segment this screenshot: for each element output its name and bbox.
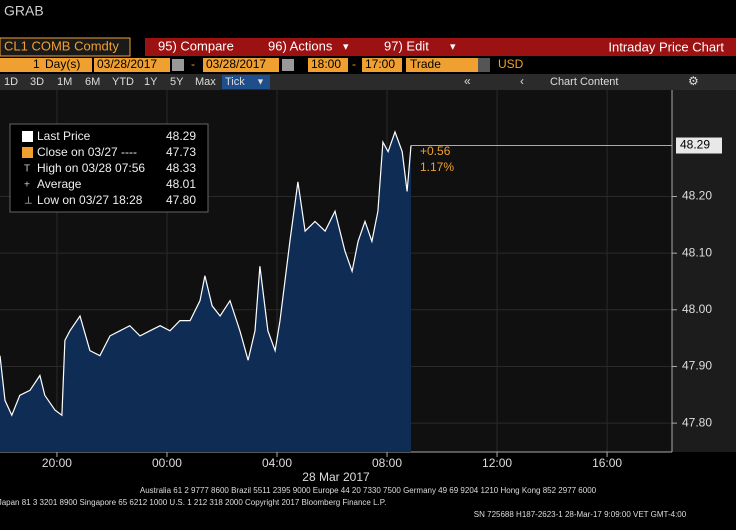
range-button[interactable]: 1D	[4, 76, 18, 88]
end-date[interactable]: 03/28/2017	[206, 57, 266, 71]
legend-box	[9, 123, 209, 213]
footer-line: SN 725688 H187-2623-1 28-Mar-17 9:09:00 …	[474, 510, 687, 519]
footer-line: Australia 61 2 9777 8600 Brazil 5511 239…	[140, 486, 597, 495]
x-tick-label: 08:00	[372, 456, 402, 470]
chart-name: Intraday Price Chart	[608, 39, 724, 54]
chart-content[interactable]: Chart Content	[550, 76, 618, 88]
legend-icon: ⊥	[24, 196, 33, 207]
legend-label: Low on 03/27 18:28	[37, 193, 143, 207]
field[interactable]: Trade	[410, 57, 441, 71]
range-selected[interactable]	[222, 75, 270, 89]
range-button[interactable]: YTD	[112, 76, 134, 88]
legend-value: 48.29	[166, 129, 196, 143]
range-button[interactable]: 1Y	[144, 76, 158, 88]
legend: Last Price 48.29 Close on 03/27 ---- 47.73 T…	[22, 129, 196, 207]
legend-swatch	[22, 131, 33, 142]
ticker[interactable]: CL1 COMB Comdty	[4, 38, 119, 53]
end-date-box[interactable]	[203, 58, 279, 72]
window-title: GRAB	[4, 3, 44, 19]
menu-bar	[145, 38, 736, 56]
footer-line: Japan 81 3 3201 8900 Singapore 65 6212 1…	[0, 498, 386, 507]
range-bar	[0, 74, 736, 90]
legend-value: 47.80	[166, 193, 196, 207]
scroll-left-fast[interactable]: «	[464, 74, 471, 88]
y-tick-label: 48.00	[682, 302, 712, 316]
x-tick-label: 12:00	[482, 456, 512, 470]
legend-label: Last Price	[37, 129, 91, 143]
change-pct: 1.17%	[420, 160, 454, 174]
period-unit[interactable]: Day(s)	[45, 57, 80, 71]
plot: 47.80 47.90 48.00 48.10 48.20 20:00 00:00 04:00…	[0, 90, 722, 470]
legend-value: 48.01	[166, 177, 196, 191]
x-axis-label: 28 Mar 2017	[302, 470, 370, 484]
menu-edit[interactable]: 97) Edit	[384, 38, 429, 53]
legend-label: Average	[37, 177, 82, 191]
legend-label: Close on 03/27 ----	[37, 145, 137, 159]
range-button[interactable]: 6M	[85, 76, 100, 88]
end-time[interactable]: 17:00	[365, 57, 395, 71]
arrow: ▾	[343, 41, 349, 53]
range-button[interactable]: 3D	[30, 76, 44, 88]
y-tick-label: 47.80	[682, 415, 712, 429]
settings-icon[interactable]: ⚙	[688, 74, 699, 88]
field-box[interactable]	[406, 58, 490, 72]
legend-label: High on 03/28 07:56	[37, 161, 145, 175]
range-button[interactable]: Max	[195, 76, 216, 88]
y-tick-label: 47.90	[682, 359, 712, 373]
arrow: ▾	[450, 41, 456, 53]
x-tick-label: 16:00	[592, 456, 622, 470]
dash: -	[191, 57, 195, 71]
dash: -	[352, 57, 356, 71]
menu-actions[interactable]: 96) Actions	[268, 38, 333, 53]
x-tick-label: 00:00	[152, 456, 182, 470]
legend-value: 47.73	[166, 145, 196, 159]
dropdown-arrow[interactable]: ▼	[256, 76, 265, 86]
start-time-box[interactable]	[308, 58, 348, 72]
start-time[interactable]: 18:00	[311, 57, 341, 71]
x-tick-label: 04:00	[262, 456, 292, 470]
legend-icon: T	[24, 164, 30, 175]
footer: Australia 61 2 9777 8600 Brazil 5511 239…	[0, 486, 687, 519]
y-tick-label: 48.10	[682, 245, 712, 259]
legend-icon: +	[24, 180, 30, 191]
range-buttons: 1D 3D 1M 6M YTD 1Y 5Y Max Tick ▼	[4, 75, 270, 89]
price-area	[0, 131, 411, 452]
change: +0.56	[420, 144, 451, 158]
legend-swatch	[22, 147, 33, 158]
calendar-icon[interactable]	[282, 59, 294, 71]
period-box[interactable]	[0, 58, 92, 72]
ticker-box[interactable]	[0, 37, 131, 57]
range-button[interactable]: 1M	[57, 76, 72, 88]
period[interactable]: 1	[33, 57, 40, 71]
calendar-icon[interactable]	[172, 59, 184, 71]
last-price-label: 48.29	[680, 138, 710, 152]
dropdown[interactable]	[478, 58, 490, 72]
start-date[interactable]: 03/28/2017	[97, 57, 157, 71]
currency: USD	[498, 57, 524, 71]
start-date-box[interactable]	[94, 58, 170, 72]
range-button[interactable]: Tick	[225, 76, 245, 88]
y-tick-label: 48.20	[682, 189, 712, 203]
range-button[interactable]: 5Y	[170, 76, 184, 88]
scroll-left[interactable]: ‹	[520, 74, 524, 88]
legend-value: 48.33	[166, 161, 196, 175]
end-time-box[interactable]	[362, 58, 402, 72]
x-tick-label: 20:00	[42, 456, 72, 470]
last-price-box	[676, 137, 722, 154]
menu-compare[interactable]: 95) Compare	[158, 38, 234, 53]
price-line	[0, 130, 412, 417]
